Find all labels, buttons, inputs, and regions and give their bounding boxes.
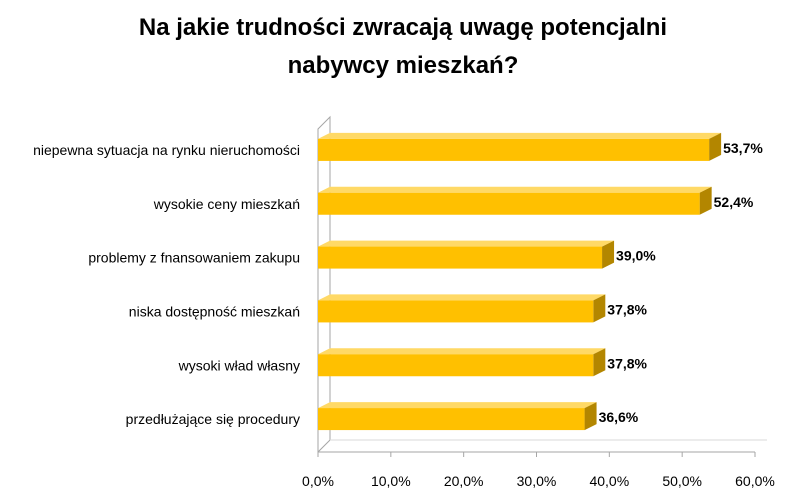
- bar-top-face: [318, 132, 722, 139]
- category-label: wysoki wład własny: [178, 357, 300, 373]
- bar: [318, 354, 594, 377]
- chart-bars: [318, 132, 722, 431]
- x-tick-label: 30,0%: [517, 473, 557, 489]
- bar: [318, 192, 700, 215]
- x-tick-label: 10,0%: [371, 473, 411, 489]
- x-tick-label: 60,0%: [735, 473, 775, 489]
- category-label: niepewna sytuacja na rynku nieruchomości: [33, 142, 300, 158]
- category-label: przedłużające się procedury: [126, 411, 300, 427]
- bar-top-face: [318, 240, 615, 247]
- bar-top-face: [318, 294, 606, 301]
- bar-top-face: [318, 186, 712, 193]
- chart-title-line-2: nabywcy mieszkań?: [287, 52, 519, 79]
- bar-end-face: [709, 132, 722, 161]
- x-tick-label: 40,0%: [589, 473, 629, 489]
- value-label: 36,6%: [599, 409, 639, 425]
- chart-labels: niepewna sytuacja na rynku nieruchomości…: [33, 140, 763, 427]
- value-label: 39,0%: [616, 248, 656, 264]
- value-label: 53,7%: [723, 140, 763, 156]
- category-label: niska dostępność mieszkań: [129, 303, 300, 319]
- value-label: 52,4%: [714, 194, 754, 210]
- bar: [318, 246, 603, 269]
- bar: [318, 408, 585, 431]
- category-label: problemy z fnansowaniem zakupu: [88, 250, 300, 266]
- bar-end-face: [699, 186, 712, 215]
- chart-title-line-1: Na jakie trudności zwracają uwagę potenc…: [138, 14, 668, 41]
- chart-side-wall: [317, 115, 331, 454]
- value-label: 37,8%: [607, 355, 647, 371]
- bar: [318, 138, 710, 161]
- value-label: 37,8%: [607, 301, 647, 317]
- bar-top-face: [318, 348, 606, 355]
- category-label: wysokie ceny mieszkań: [153, 196, 300, 212]
- bar-end-face: [593, 294, 606, 323]
- x-tick-label: 50,0%: [662, 473, 702, 489]
- bar-top-face: [318, 402, 597, 409]
- x-tick-label: 0,0%: [302, 473, 334, 489]
- bar-end-face: [593, 348, 606, 377]
- bar-end-face: [584, 402, 597, 431]
- x-tick-label: 20,0%: [444, 473, 484, 489]
- bar-end-face: [602, 240, 615, 269]
- bar: [318, 300, 594, 323]
